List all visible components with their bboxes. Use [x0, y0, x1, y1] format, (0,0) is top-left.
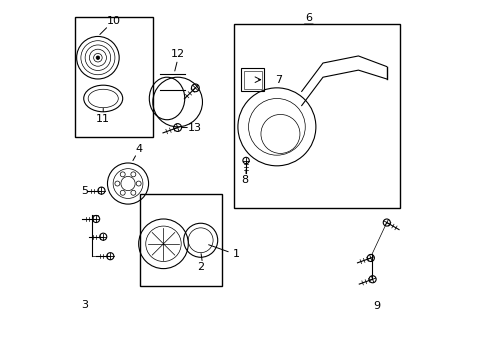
Text: 3: 3	[81, 300, 88, 310]
Text: 4: 4	[136, 144, 143, 154]
Bar	[242, 68, 265, 91]
Bar	[75, 17, 153, 138]
Text: 5: 5	[81, 186, 88, 195]
Bar	[234, 24, 400, 208]
Text: 8: 8	[242, 175, 248, 185]
Circle shape	[96, 56, 99, 59]
Bar	[245, 71, 262, 89]
Text: 7: 7	[275, 75, 282, 85]
Text: 10: 10	[107, 15, 121, 26]
Text: 12: 12	[171, 49, 185, 59]
Text: 2: 2	[197, 262, 204, 272]
Text: 6: 6	[305, 13, 312, 23]
Text: 13: 13	[188, 122, 202, 132]
Bar	[141, 194, 222, 286]
Text: 9: 9	[373, 301, 380, 311]
Text: 1: 1	[233, 249, 240, 260]
Text: 11: 11	[96, 114, 110, 124]
